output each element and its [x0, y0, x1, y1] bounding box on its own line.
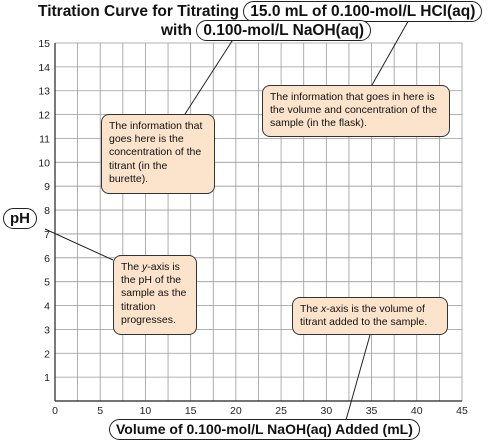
callout-x-axis-text-pre: The	[300, 303, 322, 315]
leader-xaxis	[345, 334, 371, 421]
callout-sample-info: The information that goes in here is the…	[262, 85, 450, 137]
x-tick-label: 0	[52, 405, 58, 417]
y-tick-label: 9	[44, 181, 50, 193]
leader-sample	[371, 17, 411, 86]
callout-y-axis-text-italic: y	[142, 261, 148, 273]
y-tick-label: 14	[38, 62, 50, 74]
y-tick-label: 10	[38, 157, 50, 169]
callout-y-axis-text-pre: The	[121, 261, 143, 273]
chart-title-prefix: Titration Curve for Titrating	[38, 3, 239, 20]
y-tick-label: 8	[44, 205, 50, 217]
x-tick-label: 45	[456, 405, 468, 417]
leader-yaxis	[44, 228, 114, 261]
chart-title-sample-pill: 15.0 mL of 0.100-mol/L HCl(aq)	[243, 1, 483, 22]
x-tick-label: 30	[320, 405, 332, 417]
y-tick-label: 1	[44, 372, 50, 384]
y-tick-label: 7	[44, 229, 50, 241]
y-tick-label: 6	[44, 253, 50, 265]
callout-leader-lines	[44, 17, 411, 421]
y-tick-label: 3	[44, 324, 50, 336]
x-axis-label: Volume of 0.100-mol/L NaOH(aq) Added (mL…	[109, 419, 420, 440]
x-tick-label: 35	[366, 405, 378, 417]
x-tick-label: 15	[185, 405, 197, 417]
chart-title-titrant-pill: 0.100-mol/L NaOH(aq)	[196, 20, 372, 41]
y-tick-label: 12	[38, 110, 50, 122]
x-tick-label: 20	[230, 405, 242, 417]
leader-titrant	[184, 37, 235, 115]
y-tick-label: 4	[44, 301, 50, 313]
x-tick-label: 40	[411, 405, 423, 417]
x-tick-label: 25	[275, 405, 287, 417]
x-tick-label: 5	[97, 405, 103, 417]
y-tick-label: 5	[44, 277, 50, 289]
callout-x-axis-text-italic: x	[321, 303, 327, 315]
callout-y-axis-info: The y-axis is the pH of the sample as th…	[113, 255, 197, 335]
x-tick-label: 10	[140, 405, 152, 417]
x-tick-labels: 0 5 10 15 20 25 30 35 40 45	[52, 405, 468, 417]
y-tick-label: 11	[39, 133, 50, 145]
chart-title-line-2: with 0.100-mol/L NaOH(aq)	[161, 20, 372, 41]
chart-title-line-1: Titration Curve for Titrating 15.0 mL of…	[38, 1, 483, 22]
callout-y-axis-text-post: -axis is the pH of the sample as the tit…	[121, 261, 187, 326]
y-axis-label: pH	[3, 208, 37, 229]
callout-x-axis-info: The x-axis is the volume of titrant adde…	[292, 297, 448, 335]
chart-title-connector: with	[161, 22, 192, 39]
y-tick-label: 15	[38, 38, 50, 50]
callout-titrant-info: The information that goes here is the co…	[101, 114, 215, 194]
callout-x-axis-text-post: -axis is the volume of titrant added to …	[300, 303, 428, 329]
y-tick-label: 2	[44, 348, 50, 360]
y-tick-label: 13	[38, 86, 50, 98]
